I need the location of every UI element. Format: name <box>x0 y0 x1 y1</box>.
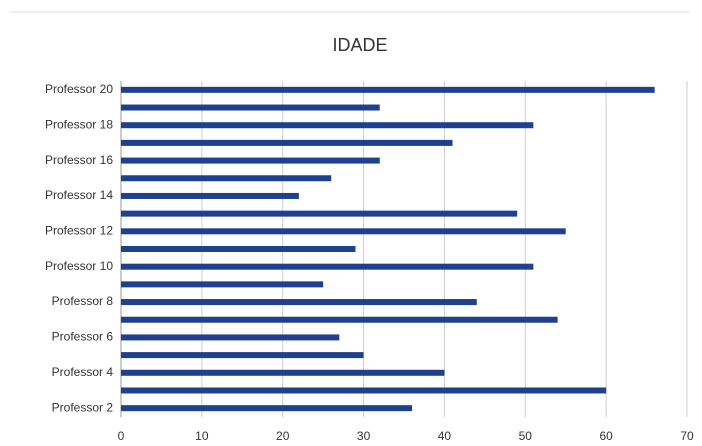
bar <box>121 86 655 93</box>
bar <box>121 157 380 164</box>
x-tick-label: 10 <box>195 429 209 443</box>
y-tick-label: Professor 6 <box>52 330 114 344</box>
x-tick-label: 20 <box>276 429 290 443</box>
y-tick-label: Professor 8 <box>52 294 114 308</box>
bar <box>121 299 477 306</box>
x-tick-label: 30 <box>357 429 371 443</box>
bar <box>121 352 364 359</box>
y-tick-label: Professor 2 <box>52 400 114 414</box>
y-tick-label: Professor 18 <box>45 117 113 131</box>
y-tick-label: Professor 14 <box>45 188 113 202</box>
bar <box>121 175 332 182</box>
y-tick-label: Professor 10 <box>45 259 113 273</box>
bar <box>121 263 534 270</box>
x-tick-label: 70 <box>680 429 694 443</box>
x-tick-label: 50 <box>519 429 533 443</box>
x-tick-label: 40 <box>438 429 452 443</box>
y-tick-label: Professor 12 <box>45 223 113 237</box>
bar <box>121 334 340 341</box>
bar <box>121 139 453 146</box>
y-tick-label: Professor 4 <box>52 365 114 379</box>
bar <box>121 122 534 129</box>
bar <box>121 369 445 376</box>
chart-title: IDADE <box>332 35 387 55</box>
bar <box>121 192 299 199</box>
y-tick-label: Professor 16 <box>45 153 113 167</box>
x-tick-label: 0 <box>118 429 125 443</box>
bar <box>121 281 324 288</box>
bar <box>121 316 558 323</box>
bar <box>121 210 518 217</box>
y-tick-label: Professor 20 <box>45 82 113 96</box>
bar <box>121 405 413 412</box>
bar <box>121 387 607 394</box>
bar <box>121 104 380 111</box>
bar <box>121 228 566 235</box>
bar <box>121 246 356 252</box>
x-tick-label: 60 <box>599 429 613 443</box>
